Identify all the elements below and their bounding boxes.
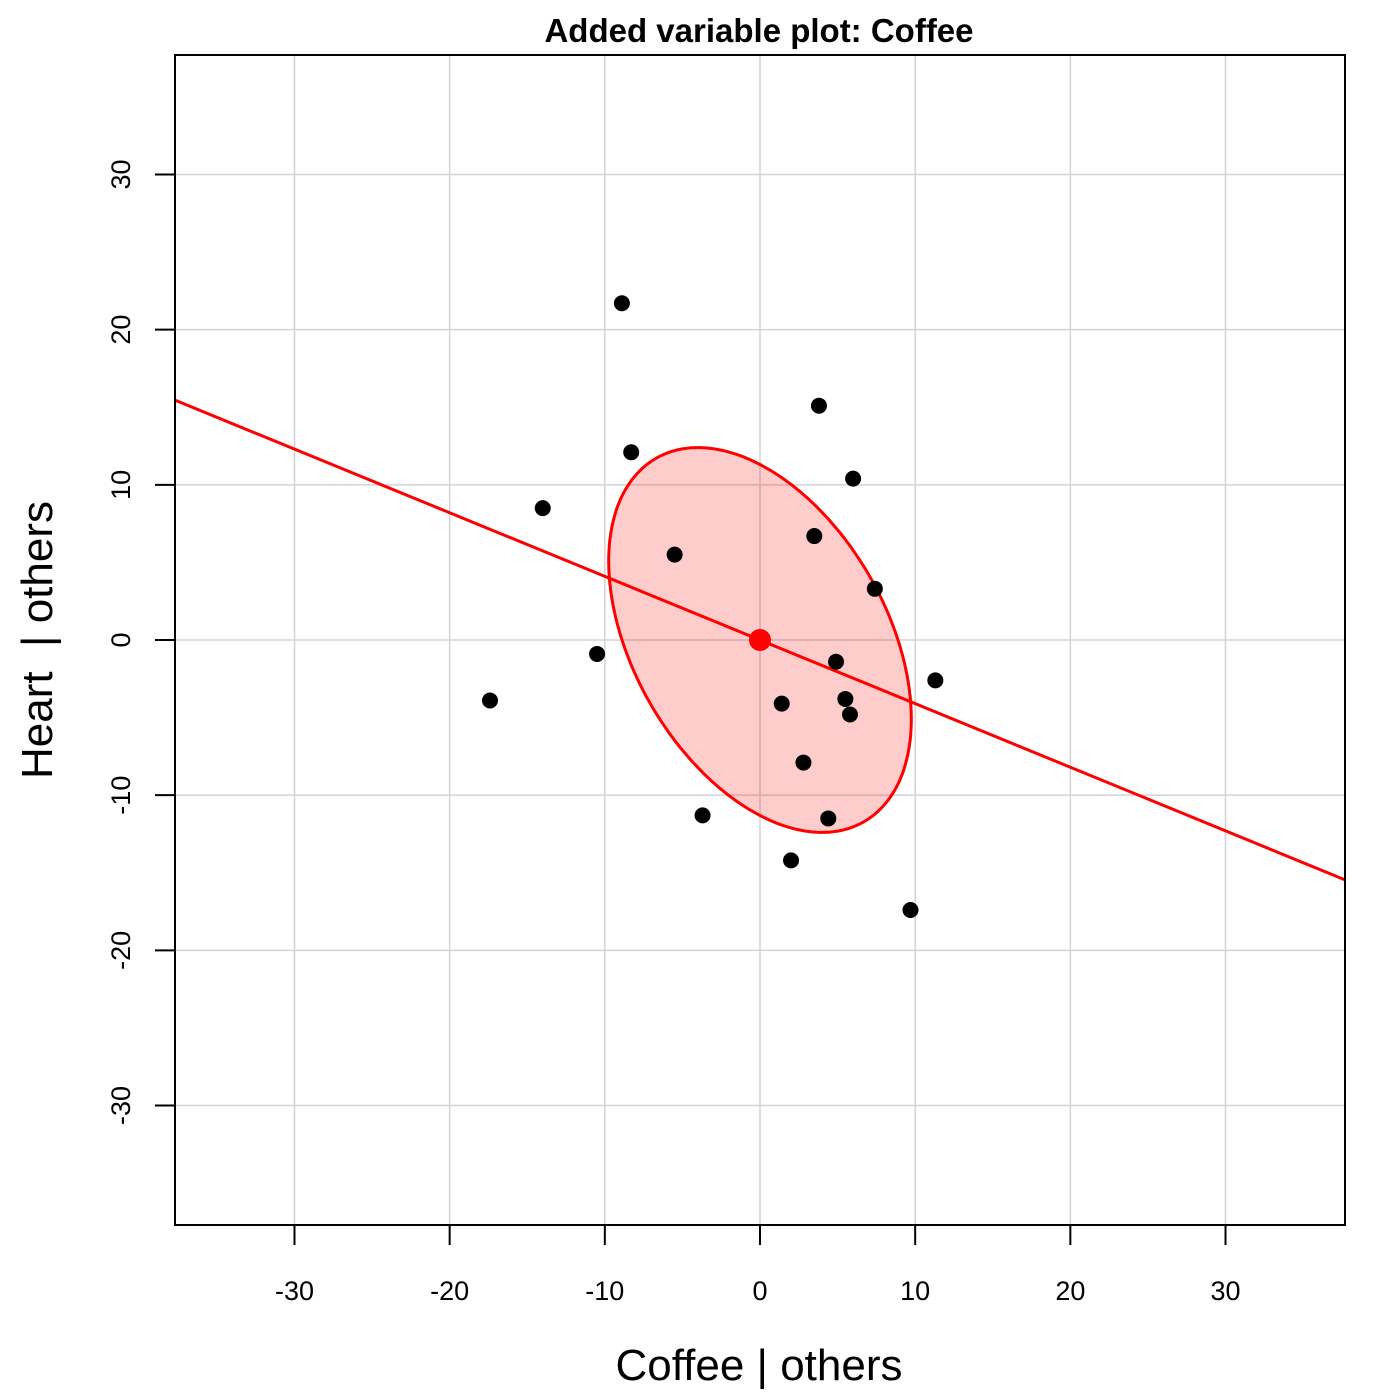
data-point-11 [482, 692, 498, 709]
y-axis-title: Heart | others [13, 501, 62, 779]
x-axis: -30 -20 -10 0 10 20 30 [275, 1225, 1241, 1306]
chart-title: Added variable plot: Coffee [544, 12, 973, 49]
x-tick-label: -20 [430, 1276, 469, 1306]
x-axis-title: Coffee | others [615, 1341, 902, 1390]
x-tick-label: 20 [1055, 1276, 1085, 1306]
data-point-10 [927, 672, 944, 689]
data-point-2 [623, 444, 640, 461]
y-tick-label: 20 [106, 315, 136, 345]
data-point-19 [902, 902, 919, 918]
data-point-16 [694, 807, 711, 824]
data-point-9 [828, 653, 845, 670]
data-point-6 [666, 546, 683, 563]
x-tick-label: 10 [900, 1276, 930, 1306]
data-point-12 [837, 690, 854, 707]
data-point-5 [806, 528, 823, 545]
data-point-7 [866, 580, 883, 597]
y-tick-label: -20 [106, 931, 136, 970]
data-point-4 [534, 500, 551, 517]
data-point-13 [773, 695, 790, 712]
data-points [482, 295, 944, 918]
centroid-point [749, 629, 771, 651]
x-tick-label: -10 [585, 1276, 624, 1306]
y-tick-label: 0 [106, 632, 136, 647]
y-axis: -30 -20 -10 0 10 20 30 [106, 159, 175, 1125]
y-tick-label: -10 [106, 776, 136, 815]
data-point-1 [810, 397, 827, 414]
y-tick-label: 30 [106, 159, 136, 189]
x-tick-label: -30 [275, 1276, 314, 1306]
y-tick-label: -30 [106, 1086, 136, 1125]
data-point-14 [842, 706, 858, 723]
data-point-8 [589, 645, 606, 662]
data-point-3 [845, 470, 862, 487]
data-point-17 [820, 810, 837, 827]
y-tick-label: 10 [106, 470, 136, 500]
x-tick-label: 0 [752, 1276, 767, 1306]
data-point-18 [783, 852, 800, 869]
x-tick-label: 30 [1210, 1276, 1240, 1306]
grid [175, 55, 1345, 1225]
data-point-0 [613, 295, 630, 312]
data-point-15 [795, 754, 812, 771]
